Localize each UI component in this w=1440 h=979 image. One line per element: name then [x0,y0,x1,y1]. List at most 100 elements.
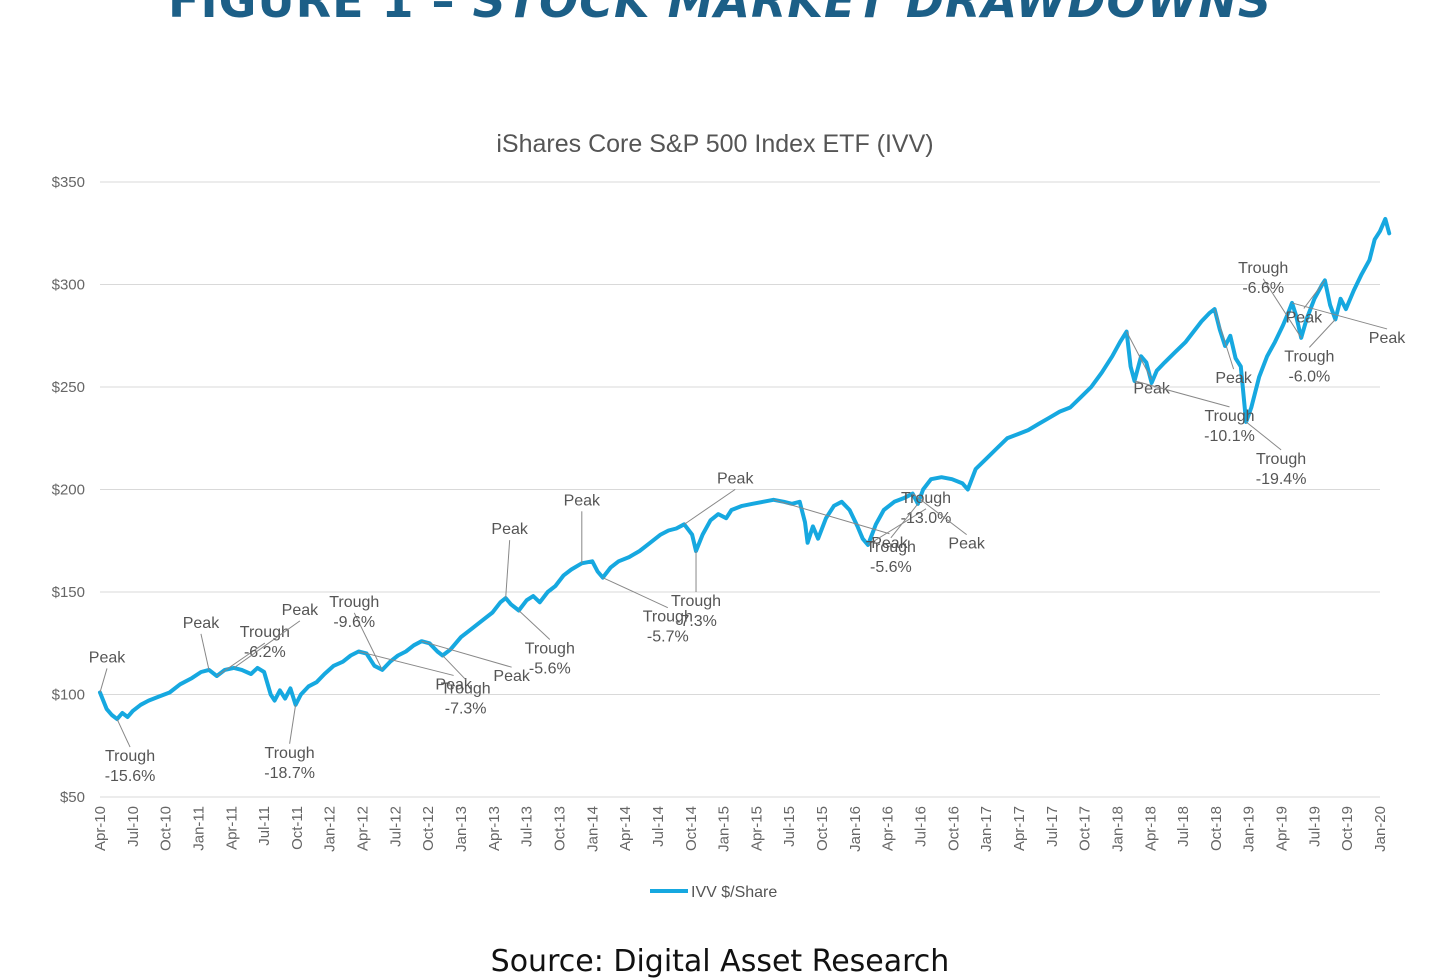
trough-label: Trough [866,539,916,556]
trough-label: Trough [265,745,315,762]
trough-pct-label: -5.6% [529,660,571,677]
x-tick-label: Apr-13 [486,806,503,851]
annotation-leader [1308,319,1336,348]
x-tick-label: Jul-10 [125,806,142,847]
gridlines [100,181,1380,798]
figure-title-prefix: FIGURE 1 – [168,0,473,28]
annotation-leader [289,704,297,744]
x-tick-label: Jan-14 [584,806,601,852]
annotations-layer: PeakTrough-15.6%PeakTrough-6.2%PeakTroug… [89,260,1407,785]
trough-label: Trough [643,609,693,626]
trough-label: Trough [240,624,290,641]
peak-label: Peak [1369,330,1406,347]
y-tick-label: $350 [52,174,85,191]
annotation-leader [99,668,108,693]
x-tick-label: Jan-19 [1241,806,1258,852]
trough-pct-label: -6.0% [1288,368,1330,385]
x-tick-label: Apr-16 [880,806,897,851]
annotation-leader [1303,280,1326,309]
x-tick-label: Oct-12 [420,806,437,851]
x-tick-label: Jul-11 [256,806,273,846]
peak-label: Peak [435,676,472,693]
x-tick-label: Jan-15 [716,806,733,852]
peak-label: Peak [491,521,528,538]
trough-pct-label: -18.7% [264,765,315,782]
trough-pct-label: -13.0% [901,510,952,527]
peak-label: Peak [183,615,220,632]
annotation-leader [116,718,131,748]
legend-label-ivv: IVV $/Share [691,884,777,901]
trough-label: Trough [1284,348,1334,365]
annotation-leader [912,493,967,535]
peak-label: Peak [871,535,908,552]
x-tick-label: Apr-14 [617,806,634,851]
trough-label: Trough [1204,408,1254,425]
peak-label: Peak [564,492,601,509]
trough-pct-label: -7.3% [445,701,487,718]
annotation-leader [890,503,919,539]
series-layer [98,216,1392,722]
y-tick-label: $100 [52,687,85,704]
y-tick-label: $250 [52,379,85,396]
annotation-leader [233,620,301,669]
x-axis: Apr-10 Jul-10 Oct-10 Jan-11 Apr-11 Jul-11 Oct-… [92,806,1389,852]
x-tick-label: Oct-16 [945,806,962,851]
trough-label: Trough [525,640,575,657]
x-tick-label: Oct-15 [814,806,831,851]
trough-label: Trough [329,594,379,611]
x-tick-label: Jan-13 [453,806,470,852]
x-tick-label: Apr-19 [1274,806,1291,851]
figure-title-italic: STOCK MARKET DRAWDOWNS [472,0,1272,28]
x-tick-label: Jan-12 [322,806,339,852]
annotation-leader [1134,380,1230,408]
annotation-leader [602,577,669,609]
trough-pct-label: -19.4% [1256,471,1307,488]
x-tick-label: Jul-12 [387,806,404,847]
annotation-leader [1262,278,1302,339]
peak-label: Peak [282,602,319,619]
x-tick-label: Apr-12 [355,806,372,851]
y-tick-label: $50 [60,789,85,806]
x-tick-label: Oct-19 [1339,806,1356,851]
x-tick-label: Apr-18 [1142,806,1159,851]
annotation-leader [518,610,551,640]
trough-label: Trough [105,748,155,765]
x-tick-label: Jul-13 [519,806,536,847]
chart-title: iShares Core S&P 500 Index ETF (IVV) [496,130,933,158]
trough-pct-label: -6.2% [244,644,286,661]
trough-label: Trough [441,681,491,698]
peak-label: Peak [1133,381,1170,398]
annotation-leader [353,612,383,671]
x-tick-label: Jul-18 [1175,806,1192,847]
annotation-leader [1126,331,1153,380]
x-tick-label: Jul-19 [1306,806,1323,847]
trough-pct-label: -15.6% [105,768,156,785]
annotation-leader [216,642,266,677]
trough-label: Trough [671,593,721,610]
x-tick-label: Apr-11 [223,806,240,850]
legend: IVV $/Share [650,884,777,901]
annotation-leader [683,488,736,525]
y-tick-label: $300 [52,277,85,294]
x-tick-label: Apr-15 [748,806,765,851]
peak-label: Peak [89,649,126,666]
trough-pct-label: -6.6% [1242,280,1284,297]
annotation-leader [867,508,927,546]
annotation-leader [1245,421,1282,451]
peak-label: Peak [1215,370,1252,387]
x-tick-label: Jan-17 [978,806,995,852]
peak-label: Peak [1286,309,1323,326]
peak-label: Peak [948,536,985,553]
x-tick-label: Oct-18 [1208,806,1225,851]
trough-pct-label: -5.7% [647,629,689,646]
x-tick-label: Oct-11 [289,806,306,850]
trough-pct-label: -5.6% [870,559,912,576]
x-tick-label: Oct-14 [683,806,700,851]
trough-pct-label: -7.3% [675,613,717,630]
y-tick-label: $150 [52,584,85,601]
x-tick-label: Oct-13 [551,806,568,851]
annotation-leader [442,655,467,680]
annotation-leader [1214,308,1235,370]
annotation-leader [358,650,454,676]
